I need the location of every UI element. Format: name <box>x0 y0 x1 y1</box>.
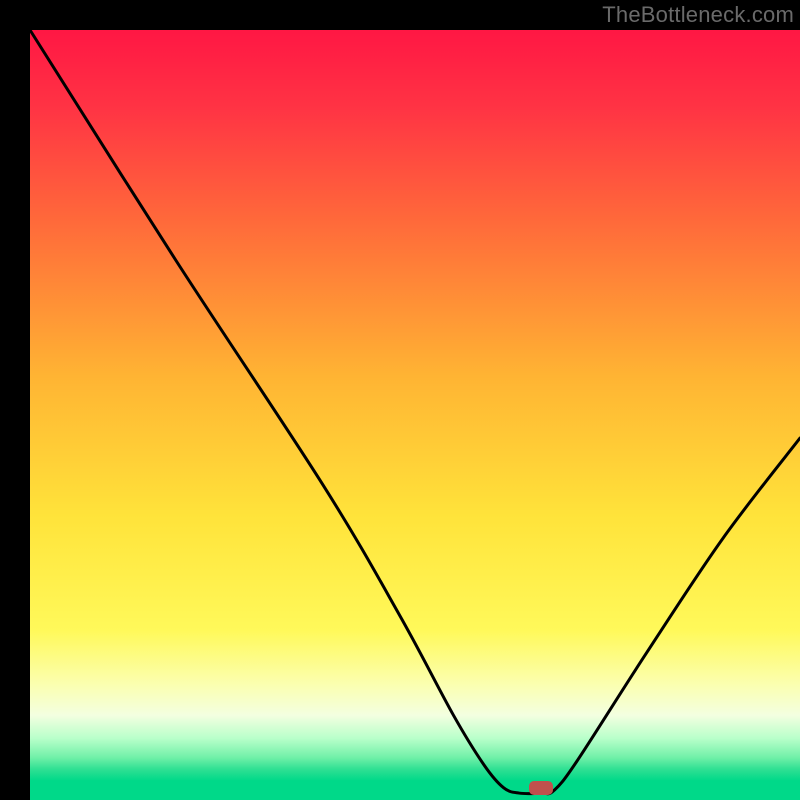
plot-area <box>30 30 800 800</box>
bottleneck-chart: TheBottleneck.com <box>0 0 800 800</box>
watermark-text: TheBottleneck.com <box>602 2 794 28</box>
curve-path <box>30 30 800 794</box>
bottleneck-curve <box>30 30 800 800</box>
optimal-marker <box>529 781 553 795</box>
